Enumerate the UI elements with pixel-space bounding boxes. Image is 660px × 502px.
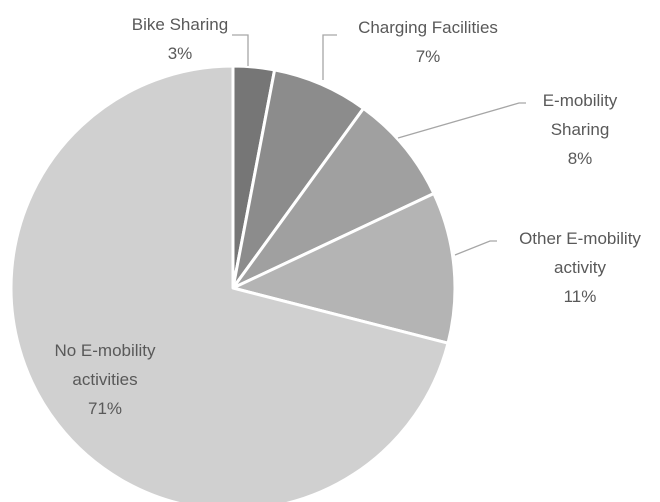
data-label: E-mobility Sharing 8% xyxy=(525,86,635,173)
leader-line xyxy=(232,34,249,66)
category-label: No E-mobility activities xyxy=(54,341,156,389)
category-label: Other E-mobility activity xyxy=(519,229,641,277)
value-label: 11% xyxy=(563,287,597,306)
leader-line xyxy=(397,102,526,139)
data-label: Charging Facilities 7% xyxy=(328,13,528,71)
data-label: Other E-mobility activity 11% xyxy=(500,224,660,311)
pie-slice xyxy=(231,106,436,290)
slices xyxy=(9,64,457,502)
value-label: 7% xyxy=(415,47,441,66)
leader-line xyxy=(454,240,497,256)
pie-slice xyxy=(231,191,457,345)
value-label: 71% xyxy=(87,399,123,418)
category-label: Charging Facilities xyxy=(358,18,498,37)
category-label: E-mobility Sharing xyxy=(542,91,618,139)
data-label: Bike Sharing 3% xyxy=(115,10,245,68)
value-label: 3% xyxy=(167,44,193,63)
category-label: Bike Sharing xyxy=(131,15,229,34)
value-label: 8% xyxy=(567,149,593,168)
leader-line xyxy=(322,34,337,80)
pie-slice xyxy=(9,64,450,502)
data-label: No E-mobility activities 71% xyxy=(35,336,175,423)
